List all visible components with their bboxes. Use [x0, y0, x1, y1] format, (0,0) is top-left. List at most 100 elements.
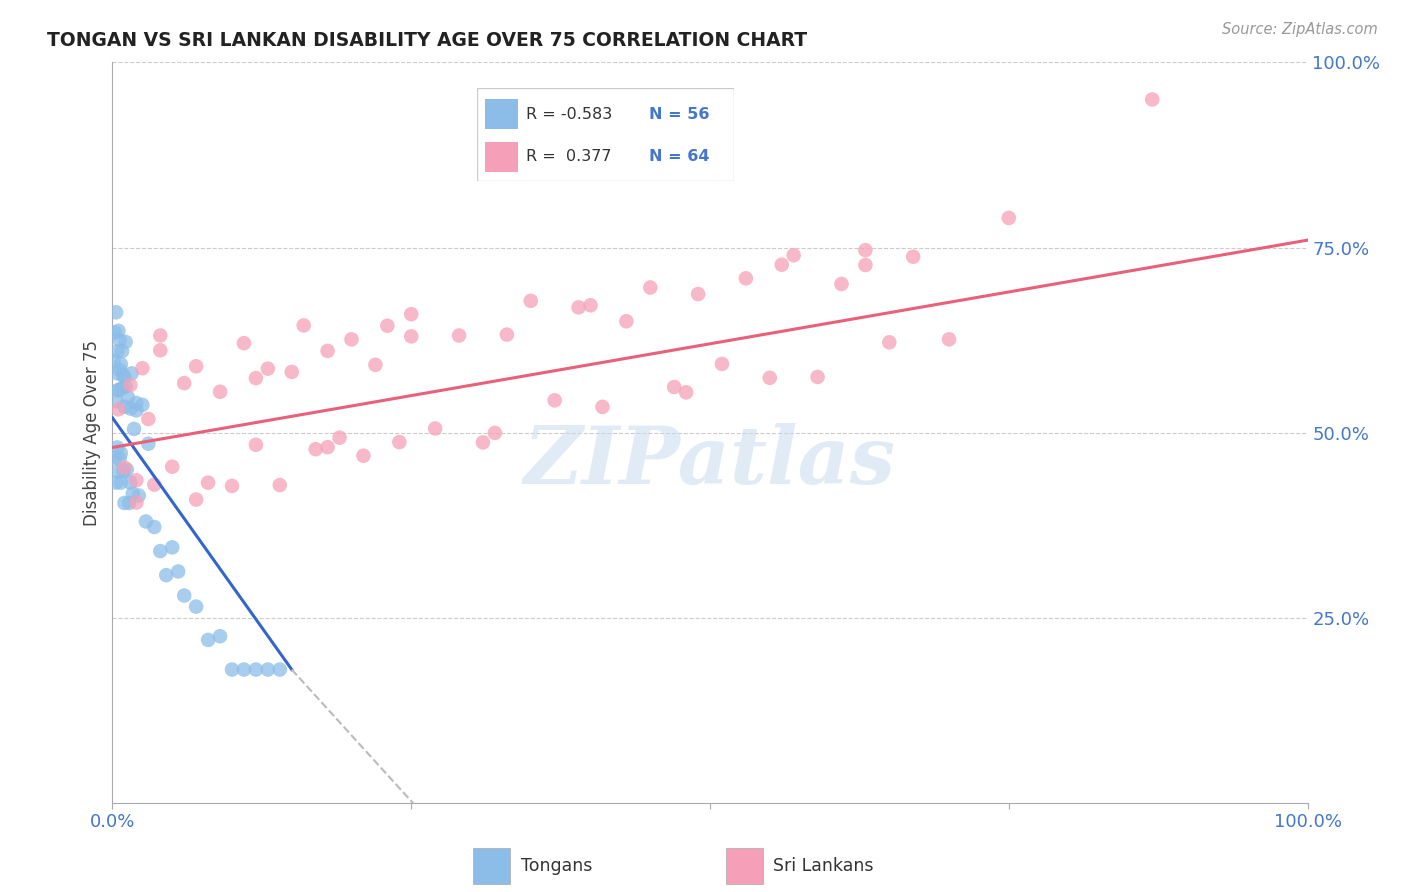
- Point: [472, 435, 495, 450]
- Point: [197, 475, 219, 490]
- Point: [377, 318, 399, 333]
- Point: [105, 475, 128, 490]
- Point: [520, 293, 543, 308]
- Point: [388, 435, 411, 450]
- Point: [316, 440, 339, 454]
- Point: [111, 381, 134, 395]
- Point: [173, 376, 195, 391]
- Point: [364, 358, 387, 372]
- Point: [245, 371, 267, 385]
- Point: [592, 400, 614, 414]
- Point: [269, 478, 291, 492]
- Point: [143, 477, 166, 491]
- Point: [831, 277, 853, 291]
- Point: [143, 520, 166, 534]
- Point: [245, 663, 267, 677]
- Point: [149, 343, 172, 358]
- Point: [938, 332, 960, 346]
- Point: [110, 475, 132, 490]
- Point: [110, 357, 132, 371]
- Point: [103, 353, 125, 368]
- Point: [131, 361, 153, 376]
- Point: [221, 663, 243, 677]
- Y-axis label: Disability Age Over 75: Disability Age Over 75: [83, 340, 101, 525]
- Point: [108, 362, 131, 376]
- Point: [105, 441, 128, 455]
- Point: [122, 422, 145, 436]
- Point: [329, 431, 352, 445]
- Point: [155, 568, 177, 582]
- Point: [449, 328, 471, 343]
- Point: [111, 344, 134, 359]
- Point: [120, 475, 142, 490]
- Point: [162, 541, 183, 555]
- Point: [107, 324, 129, 338]
- Point: [353, 449, 375, 463]
- Point: [316, 343, 339, 358]
- Point: [484, 425, 506, 440]
- Point: [186, 492, 208, 507]
- Point: [120, 401, 142, 416]
- Point: [128, 489, 150, 503]
- Point: [131, 398, 153, 412]
- Point: [120, 378, 142, 392]
- Point: [115, 462, 138, 476]
- Text: ZIPatlas: ZIPatlas: [524, 424, 896, 501]
- Point: [114, 334, 136, 349]
- Point: [759, 371, 782, 385]
- Point: [688, 287, 710, 301]
- Point: [735, 271, 758, 285]
- Point: [107, 402, 129, 417]
- Point: [114, 370, 135, 384]
- Point: [121, 486, 143, 500]
- Point: [783, 248, 806, 262]
- Point: [108, 451, 131, 466]
- Point: [114, 460, 135, 475]
- Point: [121, 367, 143, 381]
- Point: [114, 496, 135, 510]
- Point: [108, 333, 131, 347]
- Point: [711, 357, 734, 371]
- Point: [579, 298, 602, 312]
- Point: [269, 663, 291, 677]
- Point: [105, 344, 128, 359]
- Point: [112, 465, 135, 479]
- Point: [998, 211, 1021, 225]
- Point: [162, 459, 183, 474]
- Point: [903, 250, 925, 264]
- Point: [543, 393, 565, 408]
- Point: [209, 384, 232, 399]
- Point: [135, 515, 157, 529]
- Point: [855, 243, 877, 257]
- Point: [233, 336, 256, 351]
- Point: [305, 442, 328, 457]
- Point: [125, 495, 148, 509]
- Point: [104, 451, 127, 466]
- Point: [568, 301, 591, 315]
- Point: [340, 332, 363, 346]
- Point: [233, 663, 256, 677]
- Point: [664, 380, 686, 394]
- Point: [112, 368, 135, 383]
- Point: [107, 383, 129, 397]
- Point: [105, 305, 128, 319]
- Point: [105, 367, 128, 381]
- Point: [110, 446, 132, 460]
- Point: [496, 327, 519, 342]
- Point: [770, 258, 793, 272]
- Point: [292, 318, 315, 333]
- Point: [107, 383, 129, 397]
- Point: [104, 326, 127, 340]
- Point: [105, 394, 128, 409]
- Point: [186, 599, 208, 614]
- Point: [149, 328, 172, 343]
- Point: [1142, 92, 1164, 106]
- Point: [186, 359, 208, 374]
- Point: [118, 496, 141, 510]
- Point: [125, 473, 148, 487]
- Point: [125, 403, 148, 417]
- Point: [281, 365, 304, 379]
- Point: [114, 400, 135, 414]
- Point: [855, 258, 877, 272]
- Point: [197, 632, 219, 647]
